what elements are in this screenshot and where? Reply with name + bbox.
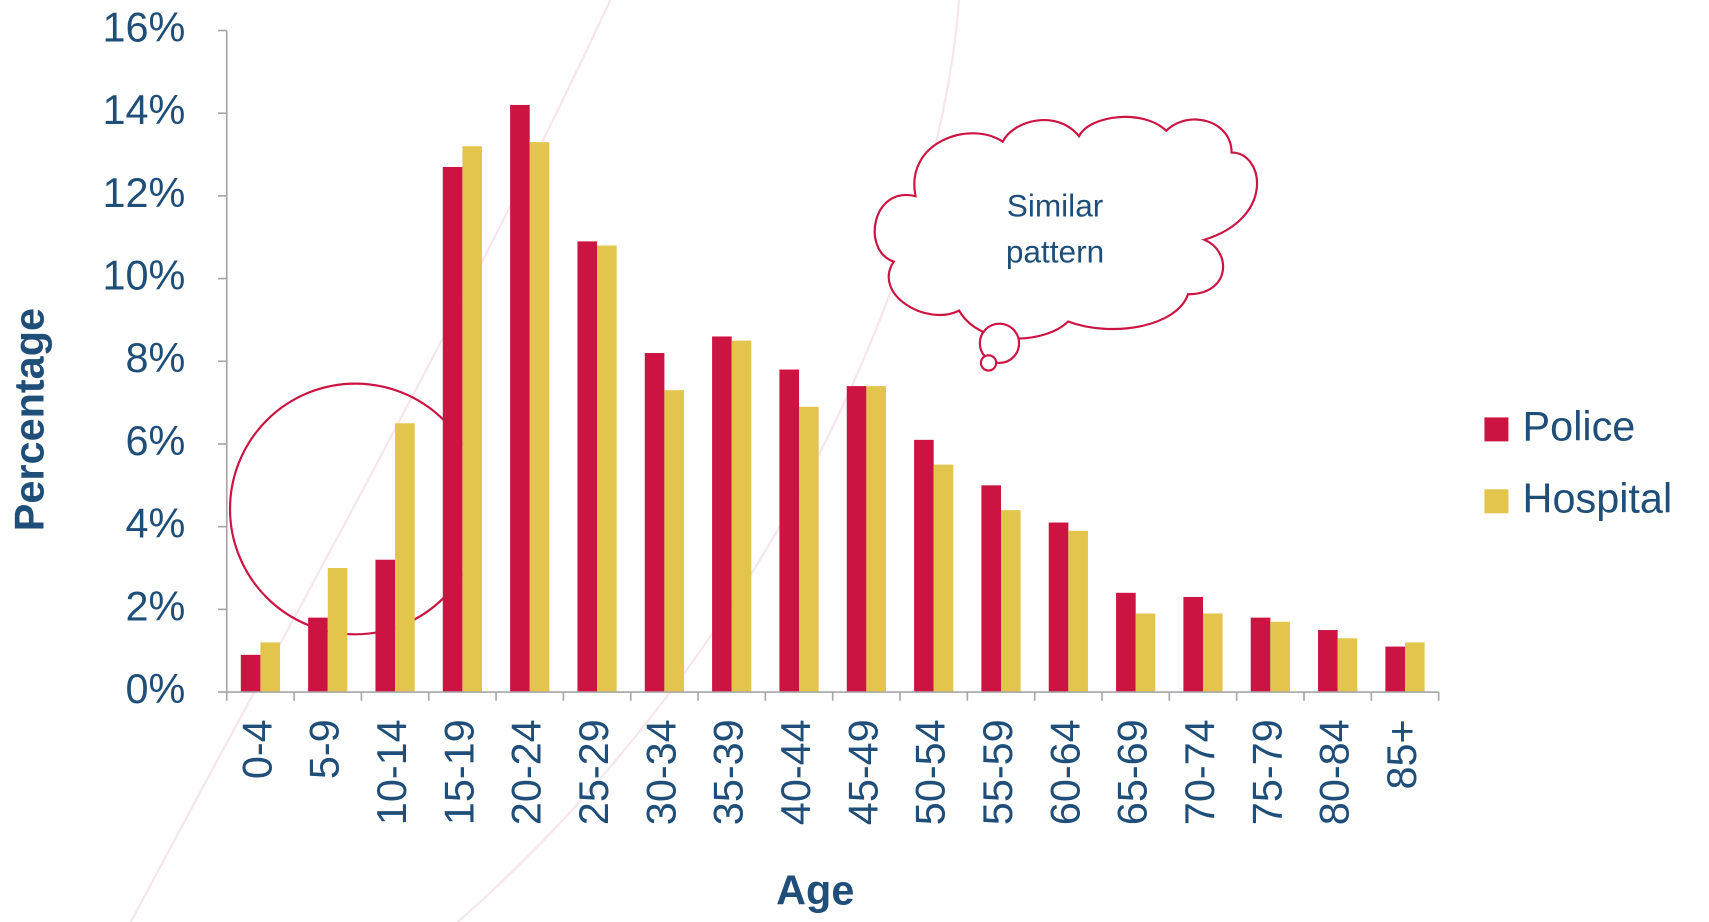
bar	[866, 386, 886, 693]
y-axis-title: Percentage	[7, 308, 53, 531]
legend-label: Hospital	[1523, 475, 1673, 521]
bar	[240, 654, 261, 693]
thought-cloud	[873, 115, 1258, 372]
bar	[442, 166, 463, 693]
bar	[510, 104, 530, 693]
annotation: Similar	[1007, 188, 1104, 224]
bar	[799, 406, 819, 693]
bar	[1116, 592, 1136, 693]
bar	[1135, 613, 1156, 693]
bar	[1048, 522, 1069, 693]
x-tick-label: 30-34	[638, 719, 684, 825]
y-tick-label: 12%	[102, 170, 185, 216]
legend-swatch	[1484, 489, 1509, 514]
bar	[779, 369, 800, 693]
bar	[260, 642, 281, 693]
x-tick-label: 45-49	[840, 719, 886, 825]
x-tick-label: 15-19	[436, 719, 482, 825]
y-tick-label: 8%	[125, 335, 185, 381]
y-tick-label: 16%	[102, 4, 185, 50]
bar	[731, 340, 752, 693]
bar	[1001, 510, 1021, 693]
legend-swatch	[1484, 417, 1509, 442]
x-tick-label: 5-9	[302, 719, 348, 779]
bar	[846, 386, 867, 693]
x-tick-label: 55-59	[975, 719, 1021, 825]
y-tick-label: 14%	[102, 87, 185, 133]
x-tick-label: 60-64	[1042, 719, 1088, 825]
x-tick-label: 50-54	[908, 719, 954, 825]
bar	[1337, 638, 1358, 693]
bar	[914, 439, 934, 693]
y-tick-label: 4%	[125, 501, 185, 547]
x-tick-label: 10-14	[369, 719, 415, 825]
y-tick-label: 2%	[125, 583, 185, 629]
bar	[1203, 613, 1223, 693]
x-tick-label: 40-44	[773, 719, 819, 825]
x-tick-label: 75-79	[1244, 719, 1290, 825]
x-tick-label: 70-74	[1177, 719, 1223, 825]
bar	[597, 245, 617, 693]
bar	[375, 559, 396, 693]
y-tick-label: 10%	[102, 253, 185, 299]
bar	[1318, 630, 1338, 693]
x-tick-label: 25-29	[571, 719, 617, 825]
legend-label: Police	[1523, 403, 1636, 449]
bar	[577, 241, 598, 693]
x-tick-label: 20-24	[504, 719, 550, 825]
bar	[529, 142, 550, 693]
bar	[462, 146, 483, 693]
bar	[1250, 617, 1271, 693]
bar	[327, 568, 348, 693]
bar	[1068, 530, 1088, 693]
x-tick-label: 0-4	[234, 719, 280, 779]
bar	[933, 464, 954, 693]
bar	[395, 423, 415, 693]
bar	[664, 390, 685, 693]
x-tick-label: 65-69	[1110, 719, 1156, 825]
bar	[1385, 646, 1405, 693]
x-tick-label: 85+	[1379, 719, 1425, 789]
bar	[981, 485, 1002, 693]
x-tick-label: 80-84	[1312, 719, 1358, 825]
annotation: pattern	[1006, 233, 1104, 269]
bar	[712, 336, 732, 693]
bar	[644, 353, 665, 693]
bar	[1183, 596, 1204, 693]
y-tick-label: 6%	[125, 418, 185, 464]
bar	[308, 617, 328, 693]
bar	[1270, 621, 1290, 693]
y-tick-label: 0%	[125, 666, 185, 712]
x-tick-label: 35-39	[706, 719, 752, 825]
bar	[1404, 642, 1425, 693]
x-axis-title: Age	[776, 868, 854, 914]
